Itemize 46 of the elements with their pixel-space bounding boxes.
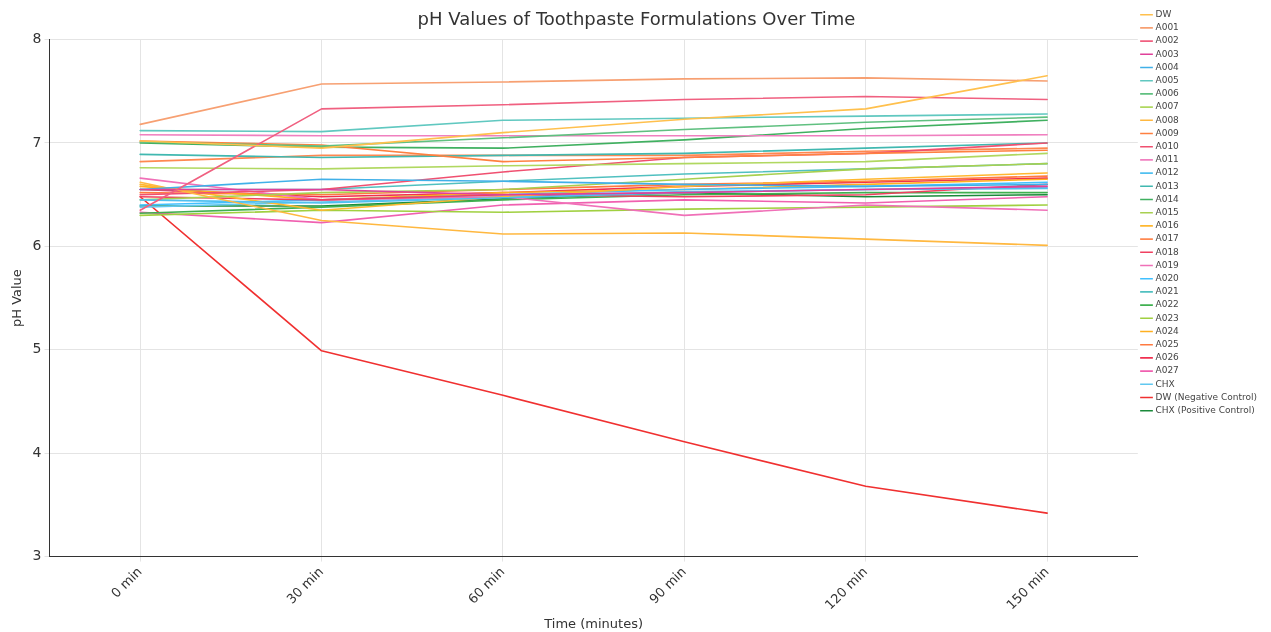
y-tick-label: 5: [32, 340, 42, 357]
legend-label: A001: [1155, 22, 1179, 33]
legend-label: A022: [1155, 299, 1179, 310]
x-tick-label: 120 min: [821, 563, 871, 613]
legend-label: A017: [1155, 233, 1179, 244]
legend-label: A014: [1155, 193, 1180, 204]
x-tick-label: 30 min: [283, 563, 327, 607]
x-tick-label: 0 min: [107, 563, 145, 601]
x-tick-label: 90 min: [646, 563, 689, 607]
legend-label: A011: [1155, 154, 1179, 165]
legend-label: A026: [1155, 352, 1180, 363]
y-tick-label: 7: [32, 133, 42, 150]
y-tick-label: 8: [32, 30, 42, 47]
legend-label: A024: [1155, 325, 1180, 336]
legend-label: A025: [1155, 339, 1179, 350]
legend-label: A012: [1155, 167, 1179, 178]
x-axis-title: Time (minutes): [543, 615, 644, 631]
legend-label: A013: [1155, 180, 1179, 191]
legend-label: A004: [1155, 61, 1180, 72]
legend-label: A023: [1155, 312, 1179, 323]
legend-label: CHX (Positive Control): [1155, 405, 1255, 416]
legend-label: A019: [1155, 259, 1180, 270]
legend-label: A002: [1155, 35, 1179, 46]
legend-label: A018: [1155, 246, 1180, 257]
legend-label: A027: [1155, 365, 1179, 376]
legend-label: DW: [1155, 9, 1172, 20]
chart-title: pH Values of Toothpaste Formulations Over Time: [417, 8, 856, 30]
y-tick-label: 6: [32, 237, 42, 254]
y-axis-title: pH Value: [9, 269, 25, 328]
legend-label: A010: [1155, 141, 1180, 152]
x-tick-label: 150 min: [1003, 563, 1052, 613]
legend-label: CHX: [1155, 378, 1175, 389]
x-tick-label: 60 min: [464, 563, 508, 607]
legend-label: A009: [1155, 127, 1180, 138]
y-tick-label: 4: [32, 443, 42, 460]
legend-label: A016: [1155, 220, 1180, 231]
legend-label: A021: [1155, 286, 1179, 297]
legend-label: A008: [1155, 114, 1180, 125]
legend-label: A015: [1155, 207, 1179, 218]
legend-label: A005: [1155, 75, 1179, 86]
legend-label: A003: [1155, 48, 1179, 59]
y-tick-label: 3: [32, 547, 42, 564]
legend-label: A007: [1155, 101, 1179, 112]
legend-label: DW (Negative Control): [1155, 391, 1257, 402]
legend-label: A006: [1155, 88, 1180, 99]
legend-label: A020: [1155, 273, 1180, 284]
